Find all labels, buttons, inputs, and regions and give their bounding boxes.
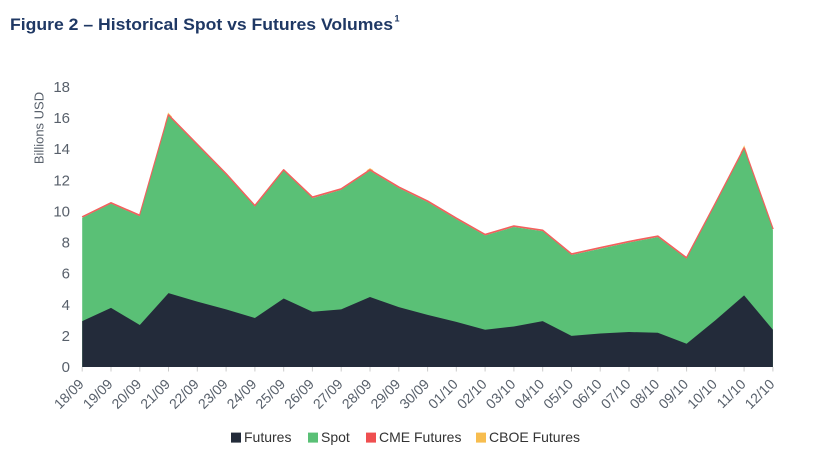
svg-text:Futures: Futures — [244, 429, 291, 445]
svg-text:12: 12 — [53, 172, 70, 189]
svg-text:1: 1 — [395, 14, 400, 24]
svg-text:10: 10 — [53, 203, 70, 220]
svg-text:CBOE Futures: CBOE Futures — [489, 429, 580, 445]
svg-text:16: 16 — [53, 110, 70, 127]
svg-text:2: 2 — [62, 328, 70, 345]
svg-text:0: 0 — [62, 359, 70, 376]
svg-text:Spot: Spot — [321, 429, 350, 445]
svg-text:18: 18 — [53, 79, 70, 96]
svg-text:Figure 2 – Historical Spot vs: Figure 2 – Historical Spot vs Futures Vo… — [10, 15, 393, 34]
svg-text:CME Futures: CME Futures — [379, 429, 461, 445]
svg-text:14: 14 — [53, 141, 70, 158]
svg-text:6: 6 — [62, 266, 70, 283]
svg-text:8: 8 — [62, 235, 70, 252]
svg-text:4: 4 — [62, 297, 70, 314]
svg-text:Billions USD: Billions USD — [32, 92, 47, 164]
